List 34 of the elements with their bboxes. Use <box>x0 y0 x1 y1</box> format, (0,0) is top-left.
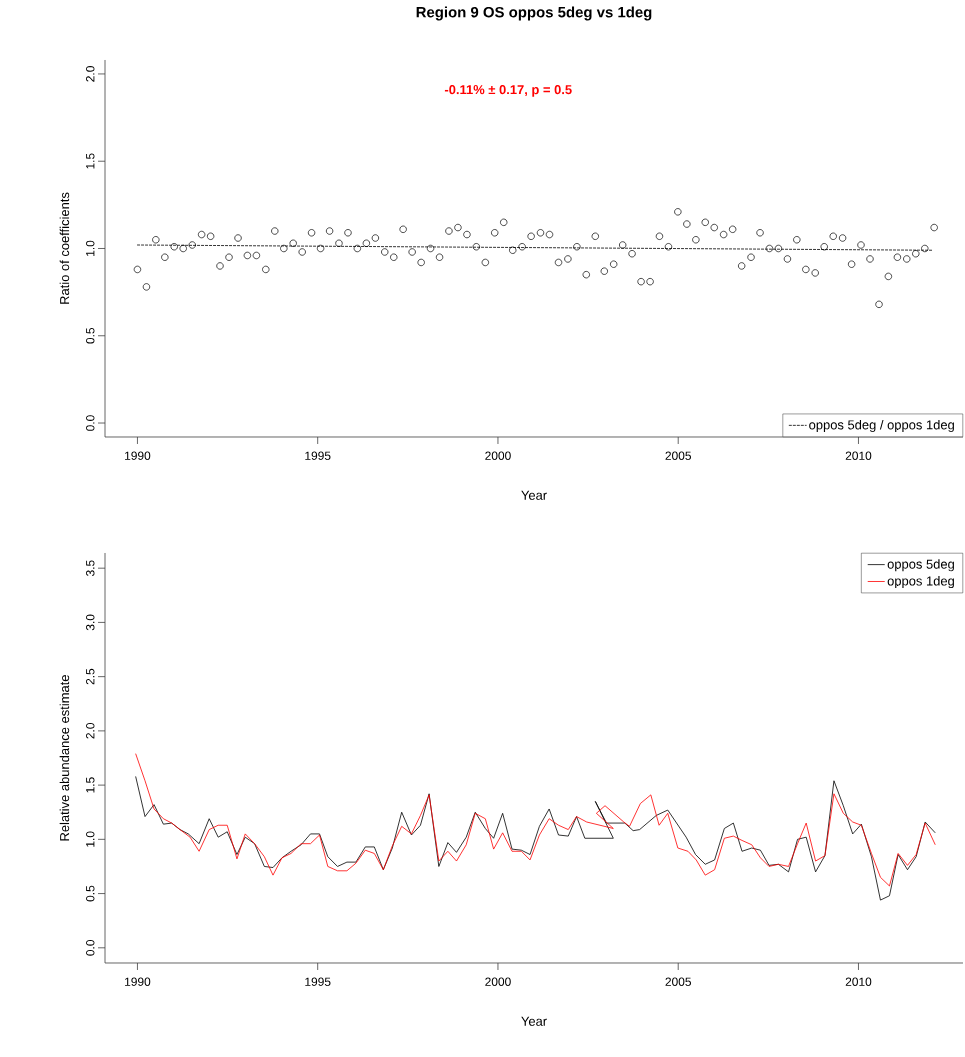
x-tick-label: 2000 <box>485 451 511 460</box>
y-tick-label: 2.0 <box>86 723 95 739</box>
annotation: -0.11% ± 0.17, p = 0.5 <box>444 85 572 97</box>
y-tick-label: 1.5 <box>86 777 95 793</box>
y-tick-label: 0.0 <box>86 415 95 431</box>
line-series <box>135 776 936 901</box>
y-axis-title: Ratio of coefficients <box>59 192 70 304</box>
y-tick-label: 3.5 <box>86 560 95 577</box>
y-tick-label: 1.5 <box>86 153 95 169</box>
y-tick-label: 2.5 <box>86 668 95 685</box>
y-tick-label: 3.0 <box>86 614 95 631</box>
legend-label: oppos 1deg <box>887 576 954 589</box>
y-tick-label: 1.0 <box>86 240 95 256</box>
x-tick-label: 1995 <box>305 451 331 460</box>
x-tick-label: 1990 <box>125 977 151 986</box>
x-tick-label: 2005 <box>665 451 691 460</box>
chart-title: Region 9 OS oppos 5deg vs 1deg <box>416 6 652 21</box>
x-axis-title: Year <box>521 490 547 500</box>
y-tick-label: 0.0 <box>86 939 95 956</box>
y-tick-label: 1.0 <box>86 831 95 847</box>
x-axis-title: Year <box>521 1016 547 1026</box>
x-tick-label: 2010 <box>845 451 872 460</box>
x-tick-label: 1995 <box>305 977 331 986</box>
y-tick-label: 0.5 <box>86 885 95 902</box>
y-axis-title: Relative abundance estimate <box>59 675 70 841</box>
x-tick-label: 2000 <box>485 977 511 986</box>
x-tick-label: 2010 <box>845 977 872 986</box>
line-series <box>135 753 936 887</box>
x-tick-label: 1990 <box>125 451 151 460</box>
y-tick-label: 0.5 <box>86 327 95 344</box>
legend-label: oppos 5deg / oppos 1deg <box>809 419 954 432</box>
x-tick-label: 2005 <box>665 977 691 986</box>
y-tick-label: 2.0 <box>86 66 95 82</box>
legend-label: oppos 5deg <box>887 559 954 572</box>
